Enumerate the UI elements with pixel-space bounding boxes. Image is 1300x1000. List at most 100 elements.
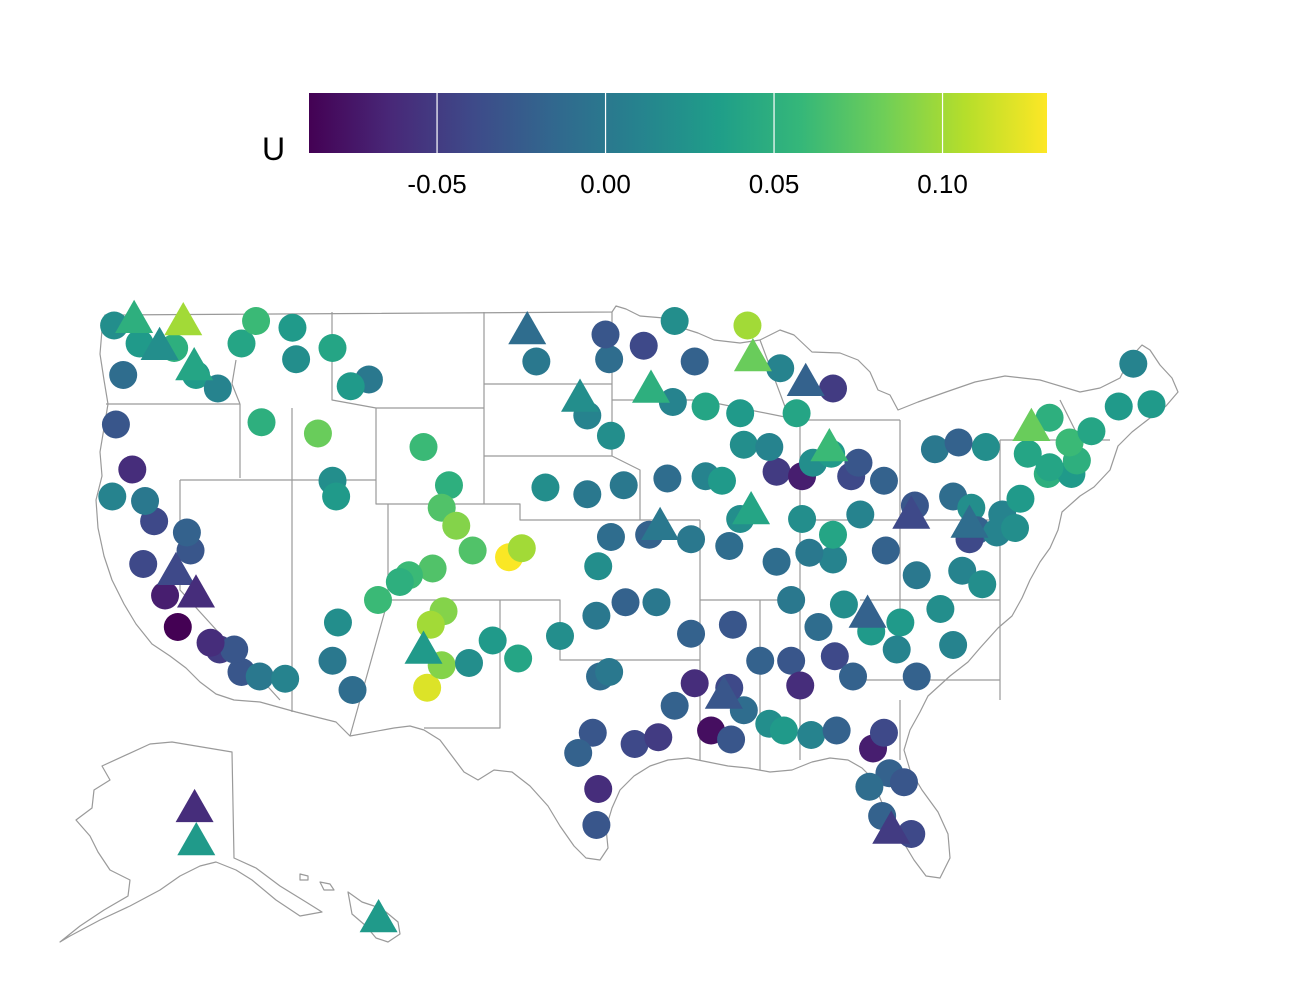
station-circle-marker	[564, 739, 593, 767]
station-circle-marker	[442, 511, 471, 540]
station-circle-marker	[920, 435, 949, 464]
station-circle-marker	[584, 775, 613, 803]
station-circle-marker	[196, 628, 225, 657]
station-circle-marker	[282, 345, 311, 374]
station-circle-marker	[1137, 390, 1166, 419]
station-circle-marker	[227, 329, 256, 358]
station-circle-marker	[718, 610, 747, 639]
legend-title: U	[262, 131, 285, 167]
conus-outline	[95, 305, 1179, 879]
station-circle-marker	[766, 354, 795, 383]
station-circle-marker	[939, 631, 968, 659]
station-circle-marker	[822, 716, 851, 745]
station-circle-marker	[658, 388, 687, 416]
station-circle-marker	[507, 534, 536, 563]
station-circle-marker	[245, 662, 274, 691]
station-circle-marker	[968, 570, 997, 599]
colorbar-tick-label: -0.05	[407, 169, 466, 199]
station-circle-marker	[338, 676, 367, 704]
station-triangle-marker	[872, 810, 911, 844]
station-circle-marker	[1119, 349, 1148, 378]
station-circle-marker	[531, 473, 560, 502]
station-triangle-marker	[177, 821, 216, 856]
station-triangle-marker	[786, 362, 825, 396]
station-circle-marker	[769, 716, 798, 745]
hawaii-outline	[299, 873, 401, 943]
colorbar	[309, 93, 1047, 153]
station-circle-marker	[797, 721, 826, 749]
station-circle-marker	[777, 586, 806, 614]
station-circle-marker	[755, 433, 784, 461]
station-circle-marker	[642, 588, 671, 617]
station-circle-marker	[715, 532, 744, 560]
station-triangle-marker	[156, 551, 195, 585]
station-triangle-marker	[950, 504, 989, 538]
station-circle-marker	[869, 466, 898, 495]
station-circle-marker	[653, 464, 682, 493]
station-circle-marker	[889, 768, 918, 797]
station-circle-marker	[762, 457, 791, 486]
station-circle-marker	[409, 433, 438, 461]
station-circle-marker	[726, 399, 755, 428]
station-circle-marker	[109, 361, 138, 389]
station-circle-marker	[151, 581, 180, 610]
station-circle-marker	[582, 601, 611, 630]
station-triangle-marker	[892, 495, 931, 529]
station-circle-marker	[782, 399, 811, 428]
station-triangle-marker	[115, 299, 154, 333]
station-circle-marker	[680, 347, 709, 376]
station-circle-marker	[902, 561, 931, 590]
station-circle-marker	[839, 662, 868, 691]
station-triangle-marker	[177, 574, 215, 608]
station-circle-marker	[336, 372, 365, 401]
station-triangle-marker	[641, 506, 680, 540]
station-circle-marker	[819, 374, 847, 403]
station-circle-marker	[680, 669, 709, 698]
station-circle-marker	[504, 644, 533, 673]
station-circle-marker	[413, 673, 442, 702]
station-circle-marker	[819, 520, 847, 549]
station-circle-marker	[203, 374, 232, 403]
station-triangle-marker	[1012, 407, 1051, 441]
station-circle-marker	[458, 536, 487, 565]
station-circle-marker	[902, 662, 931, 691]
station-circle-marker	[271, 664, 300, 693]
colorbar-tick-label: 0.05	[749, 169, 800, 199]
station-circle-marker	[882, 635, 911, 664]
station-circle-marker	[478, 626, 507, 655]
station-circle-marker	[1006, 484, 1035, 513]
station-circle-marker	[948, 556, 977, 585]
station-circle-marker	[418, 554, 447, 583]
station-circle-marker	[707, 466, 736, 495]
station-circle-marker	[98, 482, 127, 511]
station-circle-marker	[596, 523, 625, 551]
state-borders	[59, 305, 1179, 943]
station-circle-marker	[303, 419, 332, 448]
station-circle-marker	[609, 471, 638, 500]
station-circle-marker	[786, 671, 815, 700]
station-circle-marker	[869, 718, 898, 747]
station-circle-marker	[591, 320, 620, 349]
station-circle-marker	[855, 772, 884, 801]
station-circle-marker	[746, 646, 775, 675]
station-circle-marker	[522, 347, 551, 376]
station-circle-marker	[578, 718, 607, 747]
station-circle-marker	[1001, 514, 1029, 542]
station-circle-marker	[677, 619, 706, 648]
station-circle-marker	[926, 595, 955, 623]
station-triangle-marker	[140, 326, 179, 360]
station-circle-marker	[1013, 439, 1042, 468]
station-circle-marker	[1035, 453, 1064, 482]
station-triangle-marker	[848, 594, 887, 628]
station-circle-marker	[385, 568, 414, 596]
station-circle-marker	[733, 311, 762, 340]
station-circle-marker	[322, 482, 351, 511]
station-circle-marker	[829, 590, 858, 619]
colorbar-tick-label: 0.10	[917, 169, 968, 199]
station-circle-marker	[819, 545, 847, 574]
station-circle-marker	[644, 723, 673, 752]
station-circle-marker	[944, 428, 973, 457]
station-circle-marker	[846, 500, 875, 529]
station-circle-marker	[795, 538, 824, 567]
station-triangle-marker	[704, 675, 743, 709]
